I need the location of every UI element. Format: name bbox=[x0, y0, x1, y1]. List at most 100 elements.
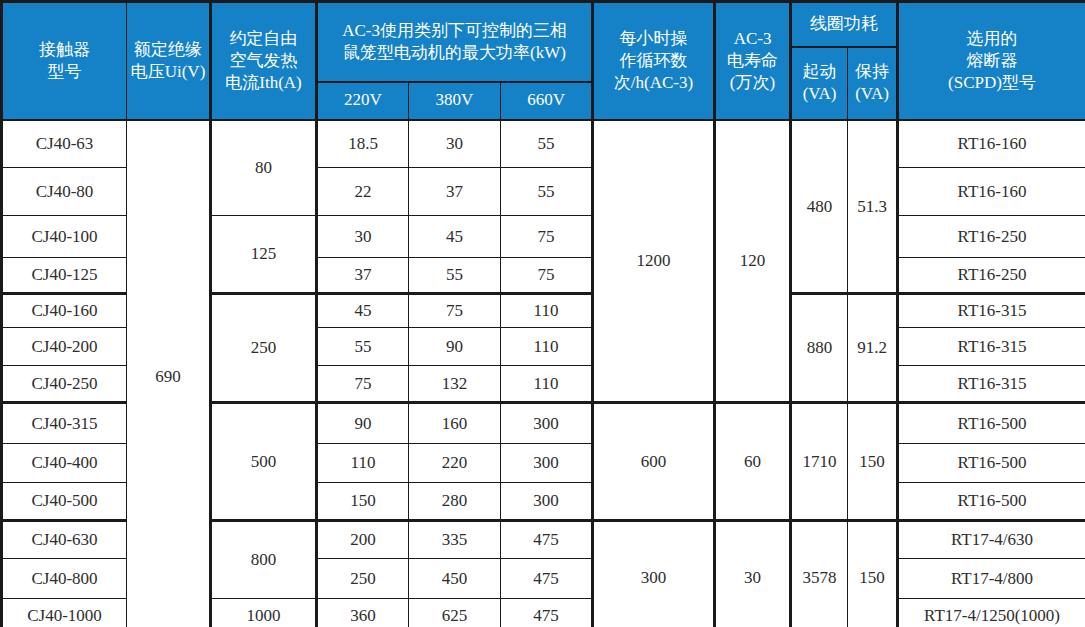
cell-coil-hold: 51.3 bbox=[848, 120, 898, 294]
header-fuse-type: 选用的 熔断器 (SCPD)型号 bbox=[898, 2, 1085, 120]
cell-model: CJ40-500 bbox=[2, 483, 127, 521]
cell-p660: 110 bbox=[501, 294, 593, 328]
cell-cycles: 600 bbox=[593, 403, 715, 521]
cell-p660: 55 bbox=[501, 120, 593, 168]
cell-p660: 75 bbox=[501, 258, 593, 294]
cell-coil-start: 480 bbox=[791, 120, 848, 294]
header-coil-hold: 保持 (VA) bbox=[848, 47, 898, 120]
cell-fuse: RT17-4/630 bbox=[898, 521, 1085, 559]
cell-coil-hold: 150 bbox=[848, 521, 898, 627]
cell-cycles: 1200 bbox=[593, 120, 715, 403]
cell-coil-hold: 91.2 bbox=[848, 294, 898, 403]
cell-fuse: RT16-315 bbox=[898, 294, 1085, 328]
cell-p380: 55 bbox=[409, 258, 501, 294]
cell-p660: 110 bbox=[501, 328, 593, 366]
cell-p220: 200 bbox=[317, 521, 409, 559]
cell-p220: 90 bbox=[317, 403, 409, 444]
cell-ith: 250 bbox=[211, 294, 317, 403]
cell-p220: 30 bbox=[317, 216, 409, 258]
header-max-power-title: AC-3使用类别下可控制的三相 鼠笼型电动机的最大功率(kW) bbox=[317, 2, 593, 82]
cell-coil-start: 1710 bbox=[791, 403, 848, 521]
header-voltage-660: 660V bbox=[501, 82, 593, 120]
cell-fuse: RT16-250 bbox=[898, 216, 1085, 258]
cell-p220: 75 bbox=[317, 366, 409, 403]
cell-p380: 132 bbox=[409, 366, 501, 403]
cell-fuse: RT16-250 bbox=[898, 258, 1085, 294]
cell-p380: 160 bbox=[409, 403, 501, 444]
cell-p380: 450 bbox=[409, 559, 501, 599]
cell-model: CJ40-200 bbox=[2, 328, 127, 366]
cell-fuse: RT16-315 bbox=[898, 328, 1085, 366]
cell-cycles: 300 bbox=[593, 521, 715, 627]
cell-p220: 150 bbox=[317, 483, 409, 521]
cell-fuse: RT16-500 bbox=[898, 403, 1085, 444]
header-cycles-per-hour: 每小时操 作循环数 次/h(AC-3) bbox=[593, 2, 715, 120]
cell-p660: 475 bbox=[501, 559, 593, 599]
cell-coil-start: 880 bbox=[791, 294, 848, 403]
cell-ith: 1000 bbox=[211, 599, 317, 627]
cell-ith: 500 bbox=[211, 403, 317, 521]
contactor-spec-table: 接触器 型号 额定绝缘 电压Ui(V) 约定自由 空气发热 电流Ith(A) A… bbox=[0, 0, 1085, 627]
cell-model: CJ40-125 bbox=[2, 258, 127, 294]
cell-p220: 360 bbox=[317, 599, 409, 627]
cell-model: CJ40-400 bbox=[2, 444, 127, 483]
cell-life: 60 bbox=[715, 403, 791, 521]
cell-p660: 75 bbox=[501, 216, 593, 258]
cell-fuse: RT16-500 bbox=[898, 483, 1085, 521]
cell-model: CJ40-80 bbox=[2, 168, 127, 216]
cell-p660: 475 bbox=[501, 599, 593, 627]
cell-model: CJ40-63 bbox=[2, 120, 127, 168]
cell-model: CJ40-800 bbox=[2, 559, 127, 599]
cell-ith: 800 bbox=[211, 521, 317, 599]
cell-p380: 220 bbox=[409, 444, 501, 483]
cell-fuse: RT17-4/800 bbox=[898, 559, 1085, 599]
cell-p220: 22 bbox=[317, 168, 409, 216]
cell-p660: 110 bbox=[501, 366, 593, 403]
cell-fuse: RT16-160 bbox=[898, 168, 1085, 216]
cell-p660: 55 bbox=[501, 168, 593, 216]
cell-p380: 280 bbox=[409, 483, 501, 521]
cell-model: CJ40-315 bbox=[2, 403, 127, 444]
cell-p220: 18.5 bbox=[317, 120, 409, 168]
header-electrical-life: AC-3 电寿命 (万次) bbox=[715, 2, 791, 120]
cell-ith: 80 bbox=[211, 120, 317, 216]
cell-p380: 45 bbox=[409, 216, 501, 258]
cell-p380: 37 bbox=[409, 168, 501, 216]
header-contactor-model: 接触器 型号 bbox=[2, 2, 127, 120]
cell-p380: 30 bbox=[409, 120, 501, 168]
header-voltage-220: 220V bbox=[317, 82, 409, 120]
header-coil-start: 起动 (VA) bbox=[791, 47, 848, 120]
cell-p380: 625 bbox=[409, 599, 501, 627]
cell-p220: 45 bbox=[317, 294, 409, 328]
cell-p660: 475 bbox=[501, 521, 593, 559]
cell-fuse: RT16-500 bbox=[898, 444, 1085, 483]
cell-life: 120 bbox=[715, 120, 791, 403]
header-coil-power: 线圈功耗 bbox=[791, 2, 898, 47]
cell-model: CJ40-1000 bbox=[2, 599, 127, 627]
cell-p220: 250 bbox=[317, 559, 409, 599]
cell-model: CJ40-160 bbox=[2, 294, 127, 328]
cell-fuse: RT16-315 bbox=[898, 366, 1085, 403]
cell-insulation-voltage: 690 bbox=[127, 120, 211, 627]
cell-life: 30 bbox=[715, 521, 791, 627]
cell-p660: 300 bbox=[501, 444, 593, 483]
cell-coil-start: 3578 bbox=[791, 521, 848, 627]
cell-ith: 125 bbox=[211, 216, 317, 294]
cell-fuse: RT17-4/1250(1000) bbox=[898, 599, 1085, 627]
cell-model: CJ40-250 bbox=[2, 366, 127, 403]
cell-p380: 90 bbox=[409, 328, 501, 366]
header-thermal-current: 约定自由 空气发热 电流Ith(A) bbox=[211, 2, 317, 120]
contactor-spec-page: 接触器 型号 额定绝缘 电压Ui(V) 约定自由 空气发热 电流Ith(A) A… bbox=[0, 0, 1085, 627]
cell-p380: 335 bbox=[409, 521, 501, 559]
header-voltage-380: 380V bbox=[409, 82, 501, 120]
cell-p220: 37 bbox=[317, 258, 409, 294]
cell-p220: 55 bbox=[317, 328, 409, 366]
cell-p660: 300 bbox=[501, 483, 593, 521]
header-insulation-voltage: 额定绝缘 电压Ui(V) bbox=[127, 2, 211, 120]
cell-coil-hold: 150 bbox=[848, 403, 898, 521]
table-row: CJ40-63 690 80 18.5 30 55 1200 120 480 5… bbox=[2, 120, 1085, 168]
cell-fuse: RT16-160 bbox=[898, 120, 1085, 168]
cell-p660: 300 bbox=[501, 403, 593, 444]
cell-p220: 110 bbox=[317, 444, 409, 483]
cell-model: CJ40-630 bbox=[2, 521, 127, 559]
